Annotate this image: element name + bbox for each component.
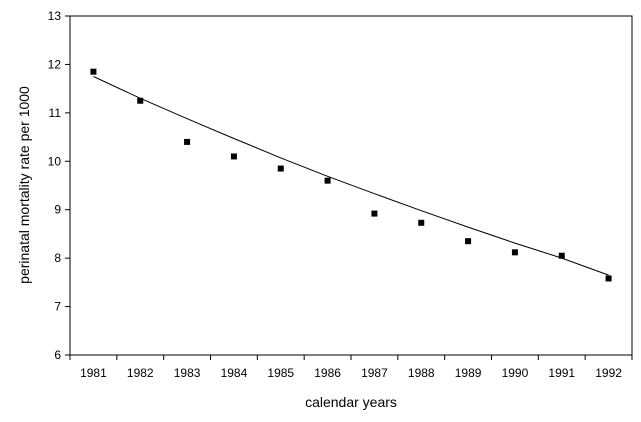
data-point — [558, 252, 565, 259]
y-tick-label: 9 — [54, 203, 61, 217]
x-tick-label: 1989 — [455, 366, 482, 380]
data-point — [371, 210, 378, 217]
x-tick-label: 1982 — [127, 366, 154, 380]
y-tick-label: 8 — [54, 251, 61, 265]
y-tick-label: 7 — [54, 300, 61, 314]
y-tick-label: 6 — [54, 348, 61, 362]
data-point — [277, 165, 284, 172]
y-tick-label: 12 — [48, 57, 62, 71]
x-axis-ticks: 1981 1982 1983 1984 1985 1986 1987 1988 1989 1990… — [69, 355, 633, 380]
data-point — [184, 138, 191, 145]
x-tick-label: 1990 — [502, 366, 529, 380]
x-tick-label: 1984 — [221, 366, 248, 380]
y-tick-label: 10 — [48, 154, 62, 168]
data-point — [324, 177, 331, 184]
data-point — [90, 68, 97, 75]
y-tick-label: 11 — [49, 106, 62, 120]
data-point — [137, 97, 144, 104]
x-tick-label: 1987 — [361, 366, 388, 380]
x-tick-label: 1983 — [174, 366, 201, 380]
x-tick-label: 1991 — [548, 366, 575, 380]
data-point — [465, 238, 472, 245]
x-tick-label: 1981 — [80, 366, 107, 380]
y-axis-ticks: 6 7 8 9 10 11 12 13 — [48, 9, 70, 362]
x-tick-label: 1988 — [408, 366, 435, 380]
x-tick-label: 1992 — [595, 366, 622, 380]
trend-line — [93, 76, 609, 276]
data-point — [605, 275, 612, 282]
y-axis-title: perinatal mortality rate per 1000 — [16, 86, 32, 284]
data-point — [230, 153, 237, 160]
x-tick-label: 1986 — [314, 366, 341, 380]
x-axis-title: calendar years — [305, 394, 397, 410]
x-tick-label: 1985 — [267, 366, 294, 380]
data-point — [418, 219, 425, 226]
y-tick-label: 13 — [48, 9, 62, 23]
data-point — [511, 249, 518, 256]
data-points — [90, 68, 612, 282]
